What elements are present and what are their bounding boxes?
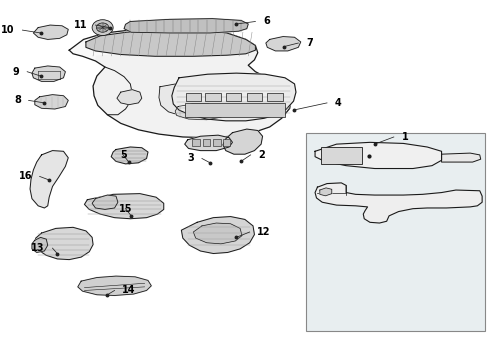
Polygon shape	[315, 142, 441, 168]
Polygon shape	[320, 188, 332, 196]
Text: 14: 14	[122, 285, 136, 296]
Polygon shape	[32, 237, 48, 252]
Polygon shape	[111, 147, 148, 164]
Circle shape	[97, 23, 109, 32]
Polygon shape	[35, 227, 93, 260]
Text: 6: 6	[263, 17, 270, 27]
Text: 10: 10	[1, 25, 15, 35]
Text: 13: 13	[31, 243, 45, 253]
Bar	[186, 93, 201, 101]
Polygon shape	[86, 30, 255, 56]
Polygon shape	[30, 150, 68, 208]
Polygon shape	[124, 19, 248, 33]
Bar	[321, 147, 362, 164]
Polygon shape	[181, 217, 254, 253]
Polygon shape	[441, 153, 481, 162]
Text: 3: 3	[188, 153, 194, 163]
Text: 1: 1	[401, 132, 408, 142]
Text: 4: 4	[335, 98, 342, 108]
Text: 2: 2	[258, 150, 265, 160]
Text: 5: 5	[120, 150, 126, 160]
Bar	[247, 93, 262, 101]
Text: 8: 8	[14, 95, 21, 105]
Bar	[193, 139, 199, 146]
Bar	[305, 134, 485, 330]
Polygon shape	[78, 276, 151, 296]
Bar	[268, 93, 283, 101]
Text: 16: 16	[19, 171, 32, 181]
Polygon shape	[117, 90, 142, 105]
Polygon shape	[223, 129, 263, 154]
Polygon shape	[185, 135, 232, 150]
Text: 15: 15	[119, 204, 132, 214]
Text: 11: 11	[74, 20, 88, 30]
Bar	[223, 139, 230, 146]
Polygon shape	[194, 223, 242, 244]
Polygon shape	[159, 82, 246, 117]
Polygon shape	[93, 50, 290, 138]
Bar	[205, 93, 221, 101]
Bar	[226, 93, 241, 101]
Text: 7: 7	[306, 38, 313, 48]
Text: 9: 9	[13, 67, 20, 77]
Polygon shape	[84, 194, 164, 219]
Bar	[203, 139, 210, 146]
Polygon shape	[69, 29, 291, 138]
Polygon shape	[33, 25, 68, 40]
Bar	[185, 103, 285, 117]
Polygon shape	[172, 73, 296, 121]
Polygon shape	[175, 104, 226, 120]
Bar	[213, 139, 220, 146]
Polygon shape	[92, 195, 118, 210]
Polygon shape	[266, 37, 301, 51]
Polygon shape	[315, 183, 482, 223]
Polygon shape	[35, 95, 68, 109]
Text: 12: 12	[257, 227, 271, 237]
Circle shape	[92, 20, 113, 36]
Polygon shape	[32, 66, 65, 81]
